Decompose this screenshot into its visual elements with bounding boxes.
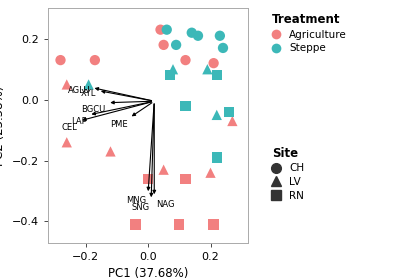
Point [217, 33, 223, 38]
Text: SNG: SNG [132, 203, 150, 211]
X-axis label: PC1 (37.68%): PC1 (37.68%) [108, 267, 188, 279]
Text: AGLU: AGLU [68, 86, 90, 95]
Point [86, 82, 92, 87]
Text: BGCU: BGCU [82, 105, 106, 114]
Point [182, 104, 189, 108]
Text: MNG: MNG [126, 196, 146, 205]
Legend: Agriculture, Steppe: Agriculture, Steppe [263, 11, 349, 55]
Point [195, 33, 201, 38]
Point [229, 119, 236, 123]
Point [64, 140, 70, 145]
Point [210, 61, 217, 65]
Point [92, 58, 98, 62]
Text: NAG: NAG [156, 199, 174, 208]
Point [210, 222, 217, 227]
Point [107, 149, 114, 154]
Point [214, 155, 220, 160]
Text: PME: PME [110, 120, 128, 129]
Text: CEL: CEL [62, 123, 78, 133]
Point [157, 27, 164, 32]
Text: XYL: XYL [81, 89, 96, 98]
Point [57, 58, 64, 62]
Point [176, 222, 182, 227]
Point [220, 46, 226, 50]
Point [182, 58, 189, 62]
Point [64, 82, 70, 87]
Y-axis label: PC2 (23.58%): PC2 (23.58%) [0, 85, 6, 166]
Point [164, 27, 170, 32]
Point [170, 67, 176, 71]
Point [173, 43, 179, 47]
Point [167, 73, 173, 78]
Point [204, 67, 210, 71]
Point [214, 113, 220, 117]
Point [132, 222, 139, 227]
Point [214, 73, 220, 78]
Text: LAP: LAP [71, 117, 87, 126]
Point [226, 110, 232, 114]
Point [145, 177, 151, 181]
Point [160, 43, 167, 47]
Point [182, 177, 189, 181]
Point [207, 170, 214, 175]
Legend: CH, LV, RN: CH, LV, RN [263, 145, 306, 203]
Point [188, 30, 195, 35]
Point [160, 167, 167, 172]
